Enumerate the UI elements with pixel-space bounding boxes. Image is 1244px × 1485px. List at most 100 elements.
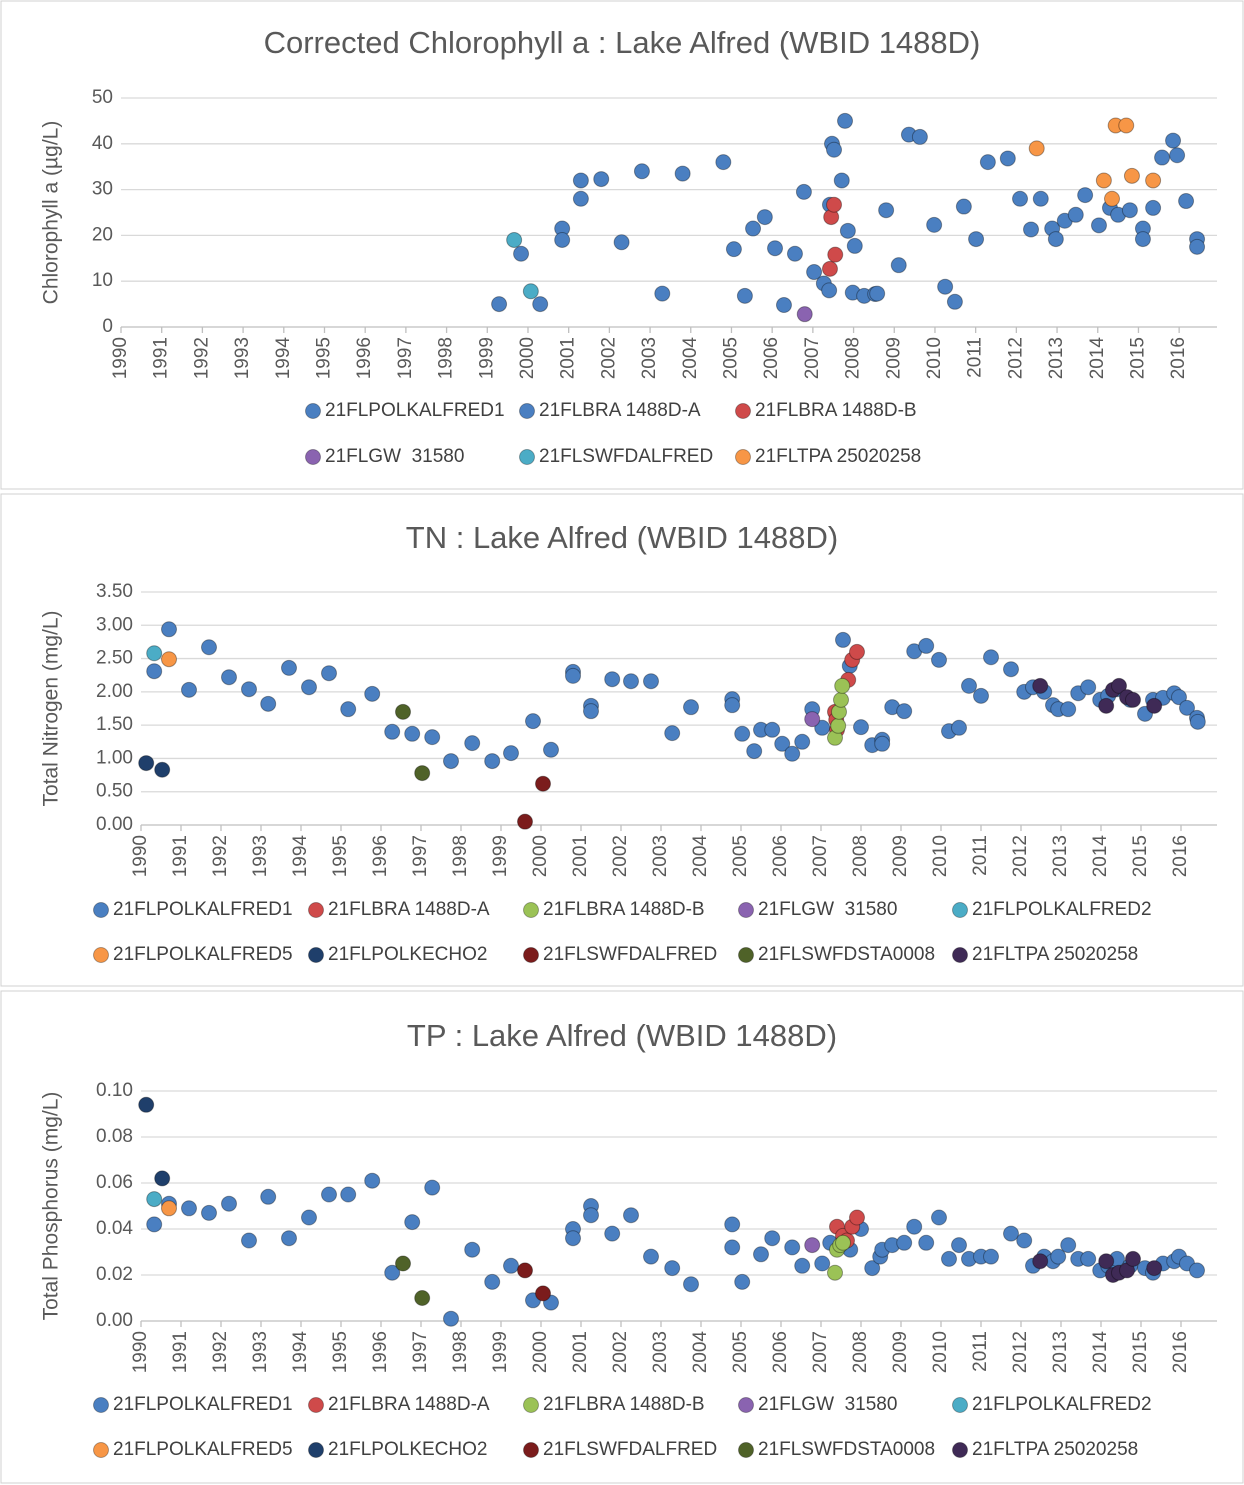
data-point xyxy=(833,691,849,708)
data-point xyxy=(835,631,851,648)
data-point xyxy=(724,697,741,714)
x-tick-label: 2016 xyxy=(1170,835,1191,877)
data-point xyxy=(664,725,681,742)
data-point xyxy=(786,245,803,262)
legend-label: 21FLSWFDALFRED xyxy=(543,944,717,965)
data-point xyxy=(395,1255,411,1272)
x-tick-label: 2002 xyxy=(610,835,631,877)
data-point xyxy=(414,1290,431,1306)
data-point xyxy=(424,729,441,746)
x-tick-label: 2000 xyxy=(530,1331,551,1373)
legend-label: 21FLBRA 1488D-A xyxy=(539,400,701,421)
data-point xyxy=(968,231,985,248)
y-tick-label: 0.50 xyxy=(96,781,133,802)
x-tick-label: 1997 xyxy=(410,835,431,877)
y-tick-label: 3.50 xyxy=(96,581,133,602)
x-tick-label: 2010 xyxy=(924,337,945,379)
data-point xyxy=(532,296,549,313)
chart-title: TP : Lake Alfred (WBID 1488D) xyxy=(407,1018,837,1053)
data-point xyxy=(654,285,671,302)
legend-marker xyxy=(952,1397,968,1413)
legend-label: 21FLSWFDALFRED xyxy=(539,446,713,467)
legend-label: 21FLGW 31580 xyxy=(758,1394,897,1415)
x-tick-label: 2003 xyxy=(639,337,660,379)
data-point xyxy=(1080,679,1097,696)
x-tick-label: 1994 xyxy=(290,1331,311,1374)
data-point xyxy=(1003,1225,1019,1242)
legend-label: 21FLPOLKALFRED1 xyxy=(325,400,505,421)
legend-label: 21FLPOLKALFRED5 xyxy=(113,944,293,965)
data-point xyxy=(364,1172,381,1189)
legend-label: 21FLPOLKECHO2 xyxy=(328,944,487,965)
x-tick-label: 2004 xyxy=(690,1331,711,1374)
data-point xyxy=(404,1214,421,1231)
y-axis-title: Total Nitrogen (mg/L) xyxy=(40,610,63,806)
legend-label: 21FLBRA 1488D-B xyxy=(543,1394,705,1415)
x-tick-label: 1993 xyxy=(232,337,253,379)
y-tick-label: 0.00 xyxy=(96,814,133,835)
chart-title: TN : Lake Alfred (WBID 1488D) xyxy=(406,520,838,555)
data-point xyxy=(161,1200,177,1217)
data-point xyxy=(1189,238,1206,255)
x-tick-label: 1994 xyxy=(290,835,311,878)
x-tick-label: 2013 xyxy=(1050,835,1071,877)
x-tick-label: 2014 xyxy=(1090,1331,1111,1374)
data-point xyxy=(774,735,791,752)
legend-label: 21FLTPA 25020258 xyxy=(972,1439,1138,1460)
data-point xyxy=(1169,147,1186,164)
data-point xyxy=(260,1188,277,1205)
x-tick-label: 2005 xyxy=(730,1331,751,1373)
legend-marker xyxy=(308,1442,324,1458)
data-point xyxy=(869,285,886,302)
data-point xyxy=(804,711,821,728)
data-point xyxy=(1103,190,1120,207)
data-point xyxy=(830,717,847,734)
data-point xyxy=(896,1234,913,1251)
data-point xyxy=(1171,689,1187,706)
data-point xyxy=(821,260,838,277)
data-point xyxy=(583,1207,599,1224)
data-point xyxy=(522,283,539,300)
data-point xyxy=(794,733,811,750)
x-tick-label: 2001 xyxy=(558,337,579,379)
x-tick-label: 1993 xyxy=(250,1331,271,1373)
data-point xyxy=(874,735,891,752)
x-tick-label: 1999 xyxy=(490,1331,511,1373)
data-point xyxy=(1032,677,1049,694)
data-point xyxy=(853,719,869,736)
data-point xyxy=(484,1273,501,1290)
data-point xyxy=(1077,187,1094,204)
data-point xyxy=(775,297,792,314)
data-point xyxy=(804,1237,821,1254)
y-tick-label: 20 xyxy=(92,224,113,245)
x-tick-label: 2007 xyxy=(802,337,823,379)
data-point xyxy=(941,1250,957,1267)
data-point xyxy=(837,112,854,129)
legend-marker xyxy=(523,1397,539,1413)
data-point xyxy=(806,264,823,281)
data-point xyxy=(839,222,856,239)
x-tick-label: 2001 xyxy=(570,1331,591,1373)
legend-marker xyxy=(308,947,324,963)
data-point xyxy=(535,775,551,792)
data-point xyxy=(1146,697,1163,714)
panel-border xyxy=(0,990,1244,1484)
x-tick-label: 1991 xyxy=(170,1331,191,1373)
data-point xyxy=(1154,149,1171,166)
legend-marker xyxy=(952,902,968,918)
legend-label: 21FLPOLKALFRED1 xyxy=(113,899,293,920)
x-tick-label: 2012 xyxy=(1010,1331,1031,1373)
x-tick-label: 1995 xyxy=(330,1331,351,1373)
x-tick-label: 2008 xyxy=(843,337,864,379)
data-point xyxy=(1123,167,1140,184)
data-point xyxy=(849,1209,865,1226)
data-point xyxy=(746,743,763,760)
data-point xyxy=(767,240,784,257)
data-point xyxy=(796,306,813,323)
x-tick-label: 2009 xyxy=(890,835,911,877)
data-point xyxy=(1178,193,1195,210)
data-point xyxy=(784,745,801,762)
legend-label: 21FLGW 31580 xyxy=(758,899,897,920)
x-tick-label: 1996 xyxy=(370,835,391,877)
data-point xyxy=(517,813,533,830)
